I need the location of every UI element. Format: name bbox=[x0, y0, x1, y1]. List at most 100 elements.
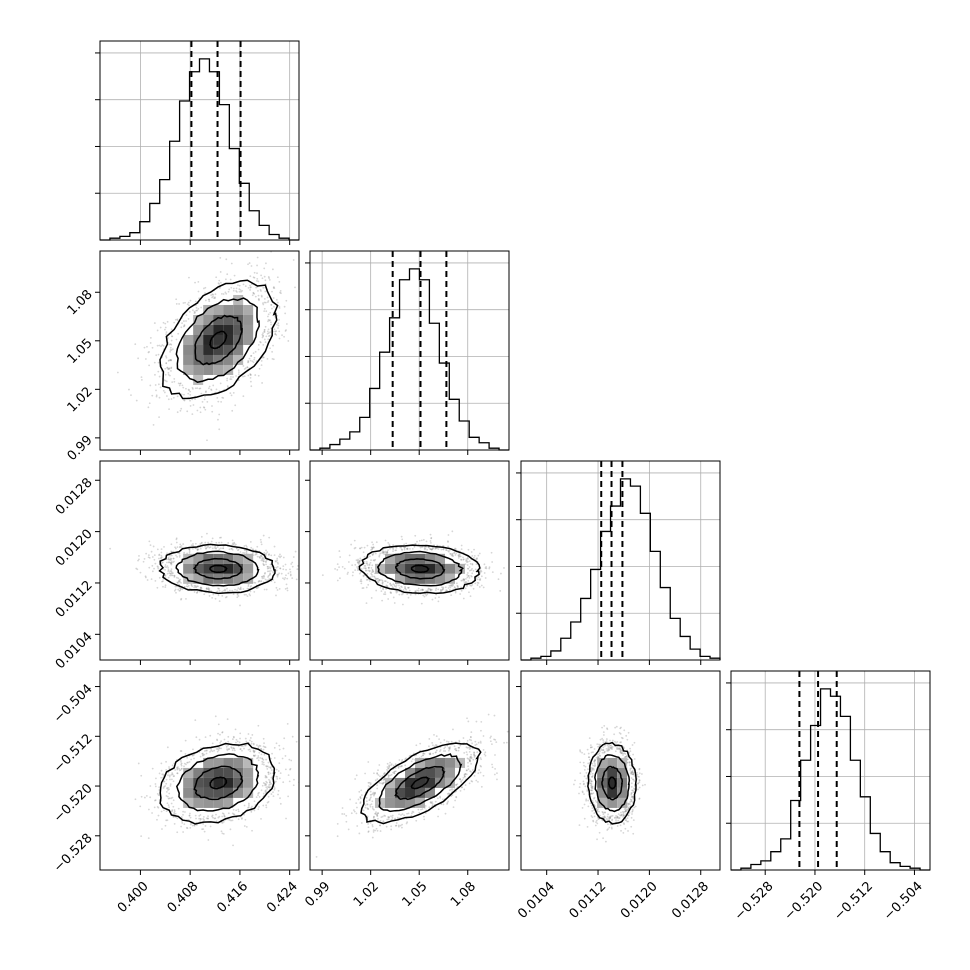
scatter-point bbox=[359, 795, 362, 798]
scatter-point bbox=[588, 782, 591, 785]
scatter-point bbox=[364, 804, 367, 807]
scatter-point bbox=[463, 580, 465, 582]
scatter-point bbox=[374, 791, 376, 794]
scatter-point bbox=[164, 785, 167, 787]
scatter-point bbox=[257, 280, 260, 283]
scatter-point bbox=[429, 533, 432, 536]
density-panel bbox=[99, 460, 300, 661]
scatter-point bbox=[380, 816, 383, 819]
scatter-point bbox=[494, 738, 497, 741]
scatter-point bbox=[168, 788, 170, 791]
scatter-point bbox=[204, 547, 207, 550]
scatter-point bbox=[384, 550, 387, 553]
scatter-point bbox=[405, 542, 408, 545]
scatter-point bbox=[173, 809, 176, 811]
scatter-point bbox=[378, 555, 381, 558]
scatter-point bbox=[290, 563, 293, 565]
scatter-point bbox=[458, 554, 461, 556]
scatter-point bbox=[261, 575, 264, 578]
scatter-point bbox=[269, 766, 272, 769]
scatter-point bbox=[338, 550, 341, 552]
scatter-point bbox=[228, 548, 231, 551]
scatter-point bbox=[239, 737, 241, 740]
scatter-point bbox=[201, 752, 204, 755]
scatter-point bbox=[170, 562, 173, 564]
scatter-point bbox=[179, 409, 182, 412]
scatter-point bbox=[431, 804, 434, 807]
scatter-point bbox=[472, 569, 475, 572]
scatter-point bbox=[594, 759, 597, 762]
scatter-point bbox=[384, 591, 386, 594]
density-cell bbox=[375, 563, 386, 574]
scatter-point bbox=[295, 740, 298, 743]
scatter-point bbox=[430, 548, 433, 551]
scatter-point bbox=[253, 358, 256, 361]
scatter-point bbox=[462, 578, 465, 581]
scatter-point bbox=[451, 553, 454, 556]
scatter-point bbox=[251, 360, 254, 363]
scatter-point bbox=[389, 583, 392, 585]
scatter-point bbox=[269, 767, 272, 770]
scatter-point bbox=[607, 746, 610, 749]
scatter-point bbox=[479, 741, 482, 744]
scatter-point bbox=[376, 814, 379, 816]
scatter-point bbox=[174, 769, 177, 771]
scatter-point bbox=[354, 563, 357, 566]
scatter-point bbox=[220, 536, 222, 539]
scatter-point bbox=[465, 773, 468, 776]
scatter-point bbox=[368, 570, 371, 573]
scatter-point bbox=[459, 778, 461, 780]
scatter-point bbox=[167, 786, 170, 789]
scatter-point bbox=[207, 588, 210, 590]
scatter-point bbox=[473, 751, 475, 754]
scatter-point bbox=[190, 544, 193, 547]
scatter-point bbox=[414, 593, 417, 596]
scatter-point bbox=[628, 802, 631, 805]
scatter-point bbox=[489, 736, 492, 739]
scatter-point bbox=[474, 744, 477, 747]
scatter-point bbox=[151, 570, 154, 573]
scatter-point bbox=[598, 754, 601, 757]
scatter-point bbox=[631, 808, 634, 811]
scatter-point bbox=[235, 547, 238, 550]
scatter-point bbox=[179, 546, 181, 549]
scatter-point bbox=[459, 593, 462, 595]
scatter-point bbox=[466, 561, 468, 563]
scatter-point bbox=[188, 304, 190, 307]
scatter-point bbox=[263, 564, 266, 566]
scatter-point bbox=[428, 806, 431, 809]
scatter-point bbox=[264, 279, 267, 282]
scatter-point bbox=[270, 303, 273, 306]
scatter-point bbox=[624, 819, 627, 822]
scatter-point bbox=[629, 761, 632, 764]
scatter-point bbox=[473, 754, 476, 757]
scatter-point bbox=[170, 797, 172, 800]
scatter-point bbox=[180, 598, 182, 601]
scatter-point bbox=[499, 590, 502, 592]
scatter-point bbox=[605, 738, 608, 740]
scatter-point bbox=[382, 551, 384, 554]
scatter-point bbox=[204, 825, 207, 827]
scatter-point bbox=[249, 289, 251, 291]
y-tick-label: 0.0112 bbox=[53, 578, 96, 621]
scatter-point bbox=[163, 809, 165, 812]
scatter-point bbox=[263, 310, 266, 313]
scatter-point bbox=[444, 746, 447, 749]
scatter-point bbox=[266, 565, 269, 568]
density-cell bbox=[395, 573, 406, 584]
scatter-point bbox=[590, 780, 592, 782]
scatter-point bbox=[465, 584, 468, 587]
scatter-point bbox=[416, 540, 418, 543]
scatter-point bbox=[390, 764, 392, 767]
scatter-point bbox=[169, 561, 172, 564]
scatter-point bbox=[156, 586, 159, 589]
scatter-point bbox=[143, 796, 146, 799]
scatter-point bbox=[453, 551, 456, 554]
scatter-point bbox=[592, 820, 595, 823]
scatter-point bbox=[444, 812, 447, 815]
scatter-point bbox=[465, 559, 467, 562]
scatter-point bbox=[466, 564, 469, 566]
scatter-point bbox=[269, 319, 272, 322]
scatter-point bbox=[196, 409, 199, 412]
scatter-point bbox=[173, 822, 176, 825]
